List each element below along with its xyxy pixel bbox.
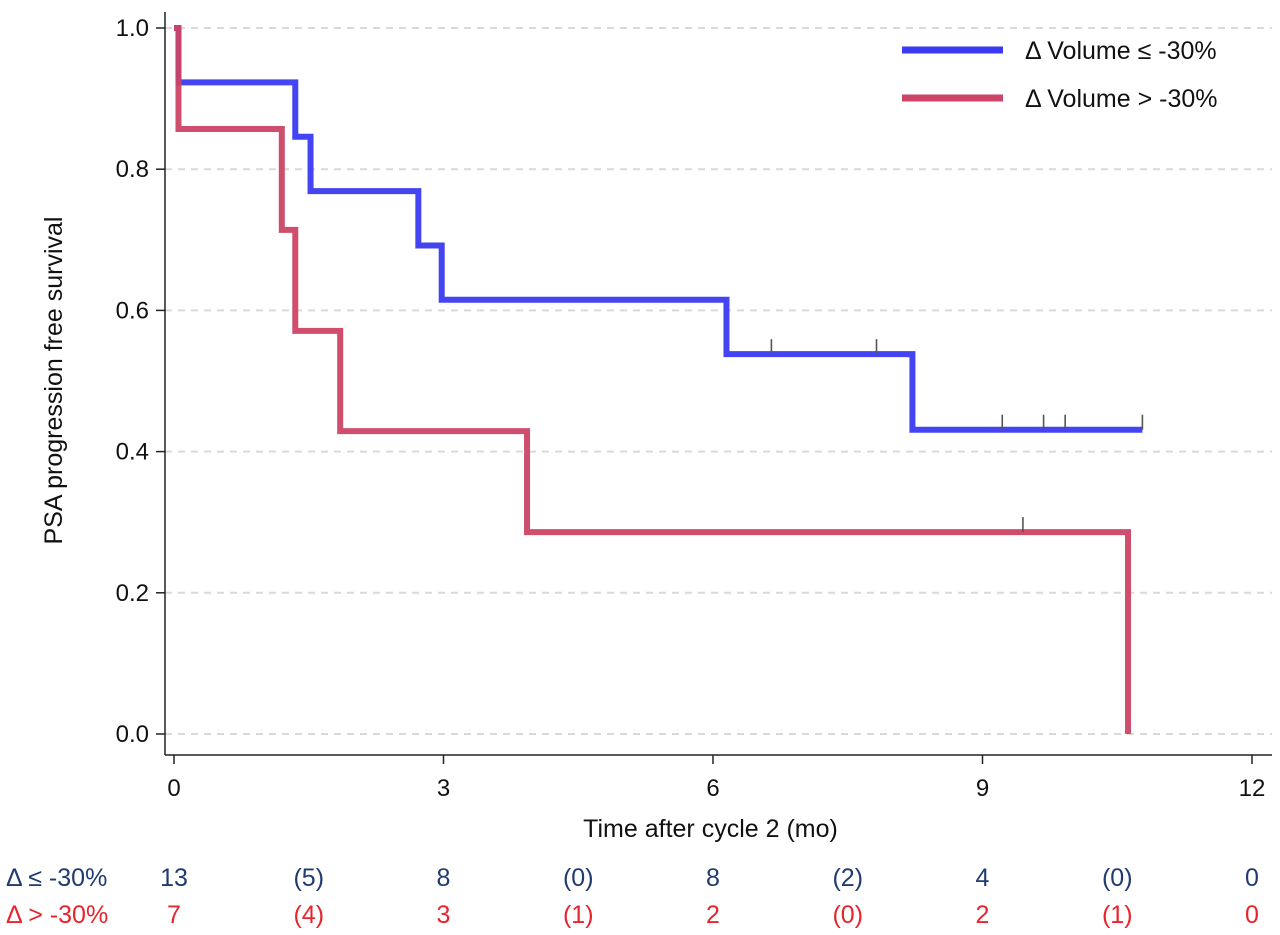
risk-row-label: Δ > -30% — [6, 901, 108, 929]
grid-lines — [165, 27, 1272, 735]
x-tick-label: 0 — [167, 775, 180, 802]
risk-value: 3 — [437, 901, 451, 929]
risk-value: (1) — [1102, 901, 1133, 929]
x-tick-label: 3 — [437, 775, 450, 802]
y-tick-label: 0.0 — [116, 721, 149, 748]
risk-value: 2 — [706, 901, 720, 929]
survival-line-2 — [174, 25, 1132, 734]
x-axis-title: Time after cycle 2 (mo) — [583, 815, 838, 843]
y-tick-label: 0.2 — [116, 580, 149, 607]
risk-table: Δ ≤ -30% 13 (5) 8 (0) 8 (2) 4 (0) 0 Δ > -30% 7 (4) 3 (… — [6, 864, 1259, 929]
risk-row-label: Δ ≤ -30% — [6, 864, 107, 892]
legend-label: Δ Volume ≤ -30% — [1025, 37, 1217, 65]
risk-value: (2) — [832, 864, 863, 892]
legend-label: Δ Volume > -30% — [1025, 85, 1218, 113]
y-tick-label: 0.4 — [116, 439, 149, 466]
risk-value: 0 — [1245, 864, 1259, 892]
risk-value: 2 — [976, 901, 990, 929]
series-lines — [174, 25, 1144, 734]
risk-value: (0) — [1102, 864, 1133, 892]
y-tick-label: 0.6 — [116, 297, 149, 324]
risk-value: (0) — [832, 901, 863, 929]
risk-value: 13 — [160, 864, 188, 892]
risk-value: (5) — [293, 864, 324, 892]
x-tick-label: 9 — [976, 775, 989, 802]
risk-value: 8 — [437, 864, 451, 892]
risk-value: (1) — [563, 901, 594, 929]
risk-value: (4) — [293, 901, 324, 929]
risk-value: 4 — [976, 864, 990, 892]
y-tick-label: 0.8 — [116, 156, 149, 183]
survival-line-1 — [174, 25, 1143, 433]
risk-value: 8 — [706, 864, 720, 892]
x-tick-label: 12 — [1239, 775, 1266, 802]
risk-value: 7 — [167, 901, 181, 929]
risk-value: 0 — [1245, 901, 1259, 929]
legend: Δ Volume ≤ -30% Δ Volume > -30% — [902, 37, 1218, 113]
risk-value: (0) — [563, 864, 594, 892]
y-axis-title: PSA progression free survival — [40, 217, 68, 545]
axes: 0.0 0.2 0.4 0.6 0.8 1.0 0 3 6 9 12 — [116, 12, 1272, 802]
y-tick-label: 1.0 — [116, 15, 149, 42]
x-tick-label: 6 — [706, 775, 719, 802]
